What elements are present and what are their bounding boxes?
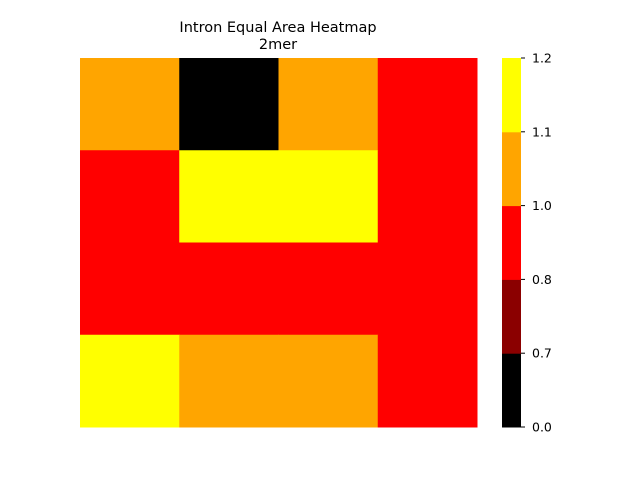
heatmap-cell (179, 58, 279, 151)
heatmap-cell (179, 150, 279, 243)
colorbar-tick-label: 0.7 (532, 346, 552, 361)
colorbar-segment (502, 58, 521, 133)
heatmap-cell (179, 334, 279, 428)
colorbar-tick-label: 0.8 (532, 272, 552, 287)
colorbar-tick-label: 1.2 (532, 51, 552, 66)
heatmap-cell (278, 334, 379, 428)
colorbar-tick-label: 1.0 (532, 198, 552, 213)
colorbar-segment (502, 205, 521, 280)
heatmap-cell (278, 242, 379, 336)
colorbar-segment (502, 353, 521, 428)
heatmap-cell (80, 58, 180, 151)
colorbar-tick-label: 1.1 (532, 124, 552, 139)
chart-subtitle: 2mer (259, 37, 297, 53)
heatmap-cell (80, 334, 180, 428)
heatmap-cell (278, 58, 379, 151)
heatmap-cell (377, 150, 478, 243)
colorbar-segment (502, 131, 521, 207)
colorbar-segment (502, 279, 521, 354)
heatmap-cell (377, 334, 478, 428)
heatmap-cell (278, 150, 379, 243)
heatmap-cell (377, 242, 478, 336)
heatmap-cell (80, 150, 180, 243)
chart-title: Intron Equal Area Heatmap (179, 20, 376, 36)
heatmap-cell (80, 242, 180, 336)
colorbar: 0.0 0.7 0.8 1.0 1.1 1.2 (502, 51, 552, 435)
heatmap-cell (179, 242, 279, 336)
colorbar-tick-label: 0.0 (532, 420, 552, 435)
heatmap-cell (377, 58, 478, 151)
heatmap-cells (80, 58, 478, 428)
